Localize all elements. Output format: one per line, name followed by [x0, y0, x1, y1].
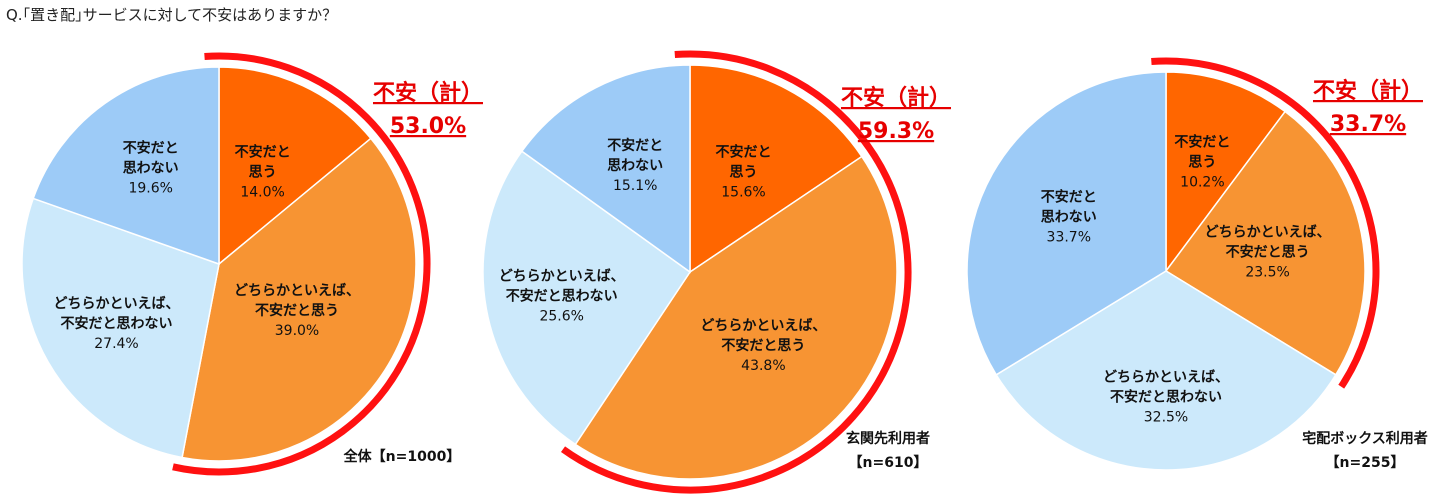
slice-label: 思う [1188, 155, 1216, 171]
slice-label: 不安だと思わない [61, 315, 173, 332]
slice-label: 不安だと [235, 143, 291, 160]
anxious-total-value: 53.0% [390, 114, 466, 139]
group-label: 宅配ボックス利用者 [1302, 430, 1428, 447]
slice-value-label: 14.0% [240, 184, 284, 200]
group-label: 【n=255】 [1326, 455, 1405, 471]
slice-value-label: 39.0% [275, 323, 319, 339]
group-label: 全体【n=1000】 [343, 448, 461, 465]
slice-value-label: 27.4% [94, 336, 138, 352]
pie-slice [181, 137, 417, 462]
slice-label: 不安だと [1041, 189, 1097, 206]
slice-label: 思わない [123, 161, 179, 177]
slice-label: 不安だと [607, 137, 663, 154]
slice-label: 不安だと [1174, 134, 1230, 151]
slice-label: どちらかといえば、 [1103, 369, 1229, 385]
slice-value-label: 15.6% [721, 185, 765, 201]
pie-slice [966, 71, 1167, 376]
pie-slice [482, 150, 692, 446]
pie-slice [1164, 110, 1366, 376]
pie-slice [218, 66, 372, 266]
pie-slice [689, 64, 863, 274]
slice-value-label: 10.2% [1180, 175, 1224, 191]
slice-label: 不安だと思わない [1110, 388, 1222, 405]
slice-label: 不安だと [716, 144, 772, 161]
anxious-total-label: 不安（計） [1313, 78, 1423, 104]
slice-label: 思わない [1041, 210, 1097, 226]
slice-label: どちらかといえば、 [54, 296, 180, 312]
pie-slice [21, 197, 220, 459]
slice-label: 不安だと思う [1226, 243, 1310, 260]
pie-slice [1165, 71, 1287, 274]
slice-value-label: 33.7% [1047, 230, 1091, 246]
slice-label: 思う [249, 164, 277, 180]
slice-label: どちらかといえば、 [234, 283, 360, 299]
group-label: 玄関先利用者 [846, 430, 930, 447]
slice-value-label: 19.6% [128, 181, 172, 197]
slice-value-label: 23.5% [1245, 264, 1289, 280]
anxious-total-value: 33.7% [1330, 112, 1406, 137]
slice-value-label: 43.8% [741, 358, 785, 374]
slice-label: 不安だと [123, 140, 179, 157]
pie-slice [520, 64, 691, 274]
anxious-total-value: 59.3% [858, 119, 934, 144]
slice-label: 思う [730, 165, 758, 181]
pie-slice [995, 270, 1337, 471]
slice-label: どちらかといえば、 [499, 268, 625, 284]
slice-label: 思わない [607, 158, 663, 174]
slice-value-label: 25.6% [539, 308, 583, 324]
anxious-total-arc [560, 50, 912, 494]
slice-label: 不安だと思う [255, 302, 339, 319]
anxious-total-arc [172, 52, 431, 476]
slice-label: どちらかといえば、 [1205, 224, 1331, 240]
slice-label: 不安だと思う [721, 337, 805, 354]
slice-label: どちらかといえば、 [700, 318, 826, 334]
slice-value-label: 15.1% [613, 178, 657, 194]
anxious-total-label: 不安（計） [373, 80, 483, 106]
group-label: 【n=610】 [849, 455, 928, 471]
pie-slice [32, 66, 220, 266]
question-title: Q.｢置き配｣サービスに対して不安はありますか？ [6, 6, 338, 24]
pie-slice [574, 155, 898, 480]
slice-value-label: 32.5% [1144, 409, 1188, 425]
anxious-total-arc [1151, 57, 1380, 389]
anxious-total-label: 不安（計） [841, 85, 951, 111]
slice-label: 不安だと思わない [506, 287, 618, 304]
